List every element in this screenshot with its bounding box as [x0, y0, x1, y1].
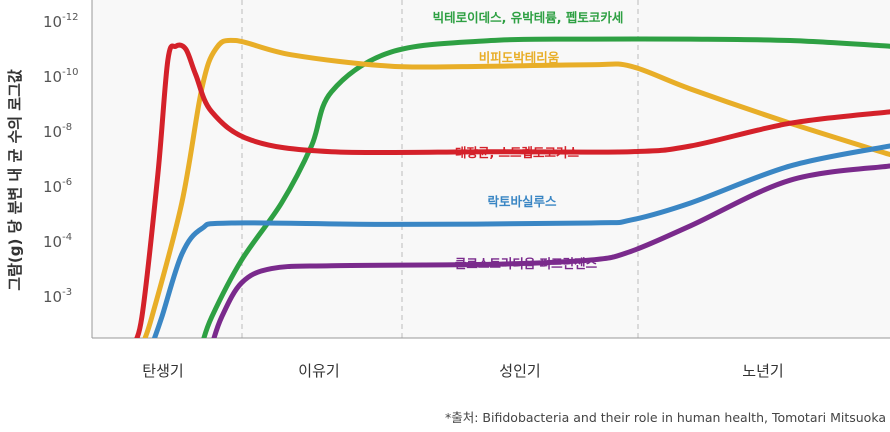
y-axis-label: 그람(g) 당 분변 내 균 수의 로그값: [6, 69, 24, 291]
x-stage-label: 성인기: [499, 362, 540, 380]
series-line: [201, 36, 890, 338]
series-label: 대장균, 스트렙토코커스: [455, 145, 580, 160]
y-tick-label: 10-8: [43, 122, 72, 141]
x-stage-labels: 탄생기 이유기 성인기 노년기: [142, 362, 783, 380]
y-tick-label: 10-4: [43, 232, 72, 251]
series-label: 클로스트리디움 퍼프린젠스: [455, 256, 598, 271]
series-label: 락토바실루스: [487, 194, 557, 209]
series-lines: [134, 36, 890, 338]
x-stage-label: 노년기: [742, 362, 783, 380]
y-tick-label: 10-3: [43, 287, 72, 306]
series-line: [151, 143, 890, 338]
plot-area: [92, 0, 890, 338]
series-label: 비피도박테리움: [479, 50, 560, 65]
source-note: *출처: Bifidobacteria and their role in hu…: [445, 410, 886, 425]
x-stage-label: 이유기: [298, 362, 339, 380]
series-label: 빅테로이데스, 유박테륨, 펩토코카세: [433, 10, 624, 25]
series-line: [134, 42, 890, 338]
x-stage-label: 탄생기: [142, 362, 183, 380]
y-tick-label: 10-10: [43, 67, 78, 86]
y-tick-label: 10-6: [43, 177, 72, 196]
y-tick-labels: 10-12 10-10 10-8 10-6 10-4 10-3: [43, 12, 78, 306]
series-line: [211, 163, 890, 338]
y-tick-label: 10-12: [43, 12, 78, 31]
series-line: [142, 37, 890, 338]
